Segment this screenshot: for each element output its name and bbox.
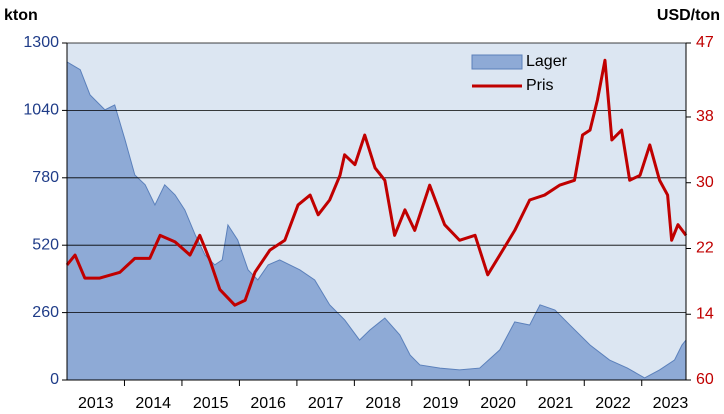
x-tick-label: 2017: [308, 395, 344, 412]
y-tick-label: 780: [32, 169, 59, 186]
x-tick-label: 2023: [653, 395, 689, 412]
x-tick-label: 2016: [250, 395, 286, 412]
y2-axis-label: USD/ton: [657, 7, 720, 24]
line: [65, 58, 688, 307]
x-tick-label: 2018: [365, 395, 401, 412]
y-tick-label: 520: [32, 236, 59, 253]
x-tick-label: 2014: [135, 395, 171, 412]
x-tick-label: 2013: [78, 395, 114, 412]
y2-tick-label: 30: [696, 174, 714, 191]
legend-label: Lager: [526, 53, 568, 70]
y2-tick-label: 14: [696, 305, 714, 322]
legend-swatch: [471, 54, 523, 70]
y2-tick-label: 47: [696, 34, 714, 51]
legend-label: Pris: [526, 77, 554, 94]
y-tick-label: 0: [50, 371, 59, 388]
x-tick-label: 2022: [595, 395, 631, 412]
y-tick-label: 1040: [23, 102, 59, 119]
x-tick-label: 2020: [480, 395, 516, 412]
y-tick-label: 1300: [23, 34, 59, 51]
area: [66, 61, 687, 381]
y-axis-label: kton: [4, 7, 38, 24]
x-tick-label: 2021: [538, 395, 574, 412]
y2-tick-label: 38: [696, 108, 714, 125]
y2-tick-label: 22: [696, 240, 714, 257]
y2-tick-label: 60: [696, 371, 714, 388]
x-tick-label: 2015: [193, 395, 229, 412]
x-tick-label: 2019: [423, 395, 459, 412]
y-tick-label: 260: [32, 304, 59, 321]
